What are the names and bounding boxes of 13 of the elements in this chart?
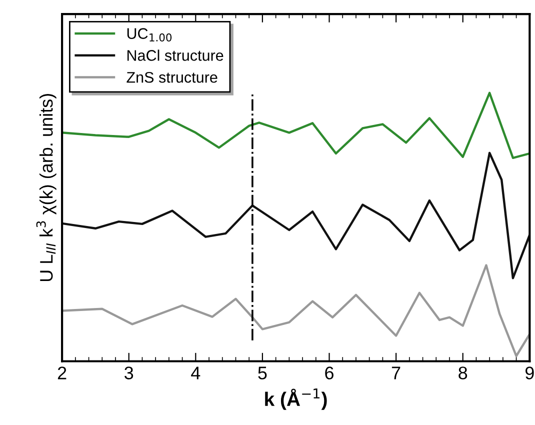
x-tick-label: 5 — [258, 366, 267, 380]
y-axis-title: U L$_{III}$ k$^{3}$ χ(k) (arb. units) — [36, 94, 56, 282]
x-tick-label: 9 — [525, 366, 534, 380]
x-tick-label: 6 — [325, 366, 334, 380]
legend-label: NaCl structure — [127, 50, 224, 61]
x-tick-label: 2 — [58, 366, 66, 380]
x-tick-label: 3 — [124, 366, 134, 380]
x-axis-title: k (Å$^{−1}$) — [265, 388, 327, 410]
x-tick-label: 7 — [392, 366, 400, 380]
legend-label: UC$_{1.00}$ — [127, 28, 172, 42]
x-tick-label: 4 — [191, 366, 200, 380]
legend-label: ZnS structure — [126, 72, 218, 83]
x-tick-label: 8 — [458, 366, 468, 380]
